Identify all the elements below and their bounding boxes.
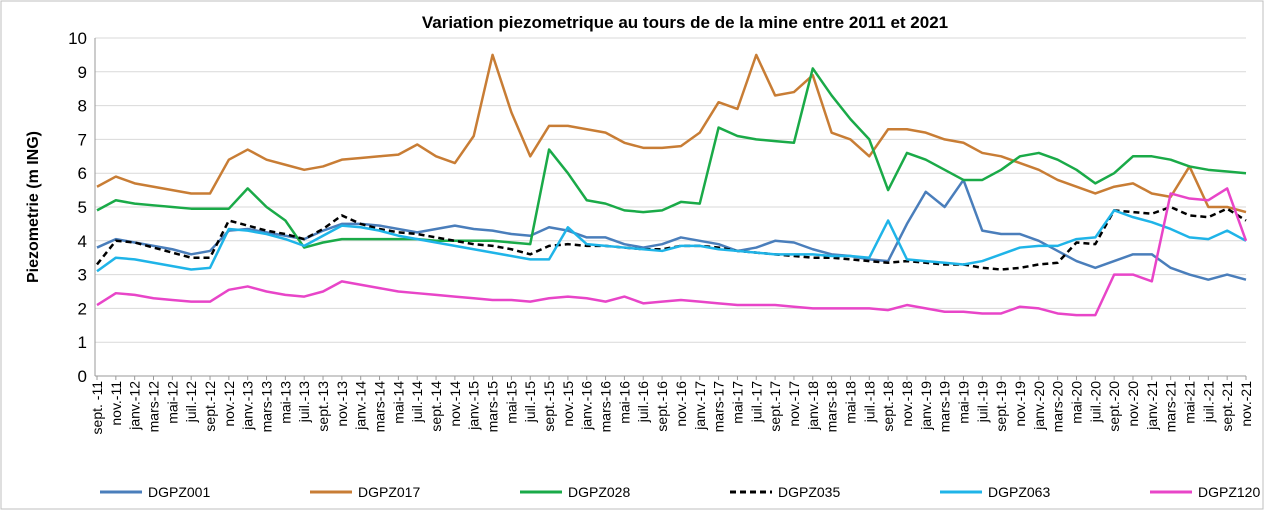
x-tick-label: sept.-15 [541, 381, 557, 432]
x-tick-label: mars-15 [485, 381, 501, 433]
y-tick-label: 9 [78, 63, 87, 82]
y-tick-label: 10 [68, 29, 87, 48]
x-tick-label: mai-19 [955, 381, 971, 424]
y-tick-label: 8 [78, 97, 87, 116]
series-line [96, 53, 1247, 214]
x-tick-label: juil.-19 [974, 381, 990, 423]
x-tick-label: mars-19 [937, 381, 953, 433]
x-tick-label: juil.-16 [635, 381, 651, 423]
x-tick-label: sept.-17 [767, 381, 783, 432]
x-tick-label: sept.-16 [654, 381, 670, 432]
series-line [96, 67, 1247, 249]
x-tick-label: janv.-18 [805, 381, 821, 431]
x-tick-label: mai-18 [842, 381, 858, 424]
x-tick-label: mai-15 [503, 381, 519, 424]
x-tick-label: sept.-18 [880, 381, 896, 432]
x-tick-label: juil.-12 [183, 381, 199, 423]
x-tick-label: nov.-12 [221, 381, 237, 427]
x-tick-label: janv.-13 [240, 381, 256, 431]
x-tick-label: nov.-15 [560, 381, 576, 427]
x-tick-label: sept.-21 [1219, 381, 1235, 432]
y-tick-label: 7 [78, 130, 87, 149]
x-tick-label: sept.-19 [993, 381, 1009, 432]
x-tick-label: janv.-20 [1031, 381, 1047, 431]
y-tick-label: 4 [78, 232, 87, 251]
x-tick-label: sept.-20 [1106, 381, 1122, 432]
x-tick-label: janv.-14 [353, 381, 369, 431]
x-tick-label: mars-18 [824, 381, 840, 433]
x-tick-label: janv.-19 [918, 381, 934, 431]
x-tick-label: mai-17 [729, 381, 745, 424]
x-tick-label: mars-14 [372, 381, 388, 433]
x-tick-label: juil.-13 [296, 381, 312, 423]
legend-label: DGPZ028 [568, 484, 630, 500]
y-tick-label: 1 [78, 333, 87, 352]
legend-label: DGPZ063 [988, 484, 1050, 500]
x-tick-label: nov.-21 [1238, 381, 1254, 427]
x-tick-label: nov.-11 [108, 381, 124, 426]
legend-label: DGPZ017 [358, 484, 420, 500]
y-tick-label: 6 [78, 164, 87, 183]
x-tick-label: janv.-15 [466, 381, 482, 431]
x-tick-label: juil.-20 [1087, 381, 1103, 423]
x-tick-label: mai-12 [164, 381, 180, 424]
legend-label: DGPZ035 [778, 484, 840, 500]
series-line [96, 187, 1248, 317]
x-tick-label: mai-13 [277, 381, 293, 424]
x-tick-label: mars-21 [1163, 381, 1179, 433]
y-tick-label: 2 [78, 299, 87, 318]
x-tick-label: juil.-21 [1200, 381, 1216, 423]
x-tick-label: janv.-16 [579, 381, 595, 431]
x-tick-label: sept.-12 [202, 381, 218, 432]
y-axis-label: Piezometrie (m ING) [25, 131, 42, 283]
x-tick-label: nov.-14 [447, 381, 463, 427]
x-tick-label: mars-20 [1050, 381, 1066, 433]
x-tick-label: nov.-18 [899, 381, 915, 427]
y-tick-label: 3 [78, 266, 87, 285]
x-tick-label: sept.-14 [428, 381, 444, 432]
x-tick-label: janv.-12 [127, 381, 143, 431]
x-tick-label: mai-14 [390, 381, 406, 424]
x-tick-label: janv.-21 [1144, 381, 1160, 431]
x-tick-label: nov.-13 [334, 381, 350, 427]
x-tick-label: nov.-20 [1125, 381, 1141, 427]
x-tick-label: mars-12 [146, 381, 162, 433]
series-line [96, 209, 1247, 273]
legend-label: DGPZ001 [148, 484, 210, 500]
y-tick-label: 5 [78, 198, 87, 217]
x-tick-label: mai-21 [1181, 381, 1197, 424]
x-tick-label: mars-16 [598, 381, 614, 433]
series-line [96, 178, 1247, 281]
x-tick-label: janv.-17 [692, 381, 708, 431]
x-tick-label: mars-13 [259, 381, 275, 433]
x-tick-label: nov.-19 [1012, 381, 1028, 427]
x-tick-label: sept. -11 [89, 381, 105, 435]
chart-title: Variation piezometrique au tours de de l… [422, 13, 948, 32]
x-tick-label: juil.-18 [861, 381, 877, 423]
x-tick-label: mars-17 [711, 381, 727, 433]
x-tick-label: mai-16 [616, 381, 632, 424]
x-tick-label: juil.-14 [409, 381, 425, 423]
x-tick-label: juil.-15 [522, 381, 538, 423]
x-tick-label: juil.-17 [748, 381, 764, 423]
x-tick-label: nov.-16 [673, 381, 689, 427]
series-line [96, 205, 1247, 271]
x-tick-label: sept.-13 [315, 381, 331, 432]
y-tick-label: 0 [78, 367, 87, 386]
x-tick-label: nov.-17 [786, 381, 802, 427]
legend-label: DGPZ120 [1198, 484, 1260, 500]
x-tick-label: mai-20 [1068, 381, 1084, 424]
